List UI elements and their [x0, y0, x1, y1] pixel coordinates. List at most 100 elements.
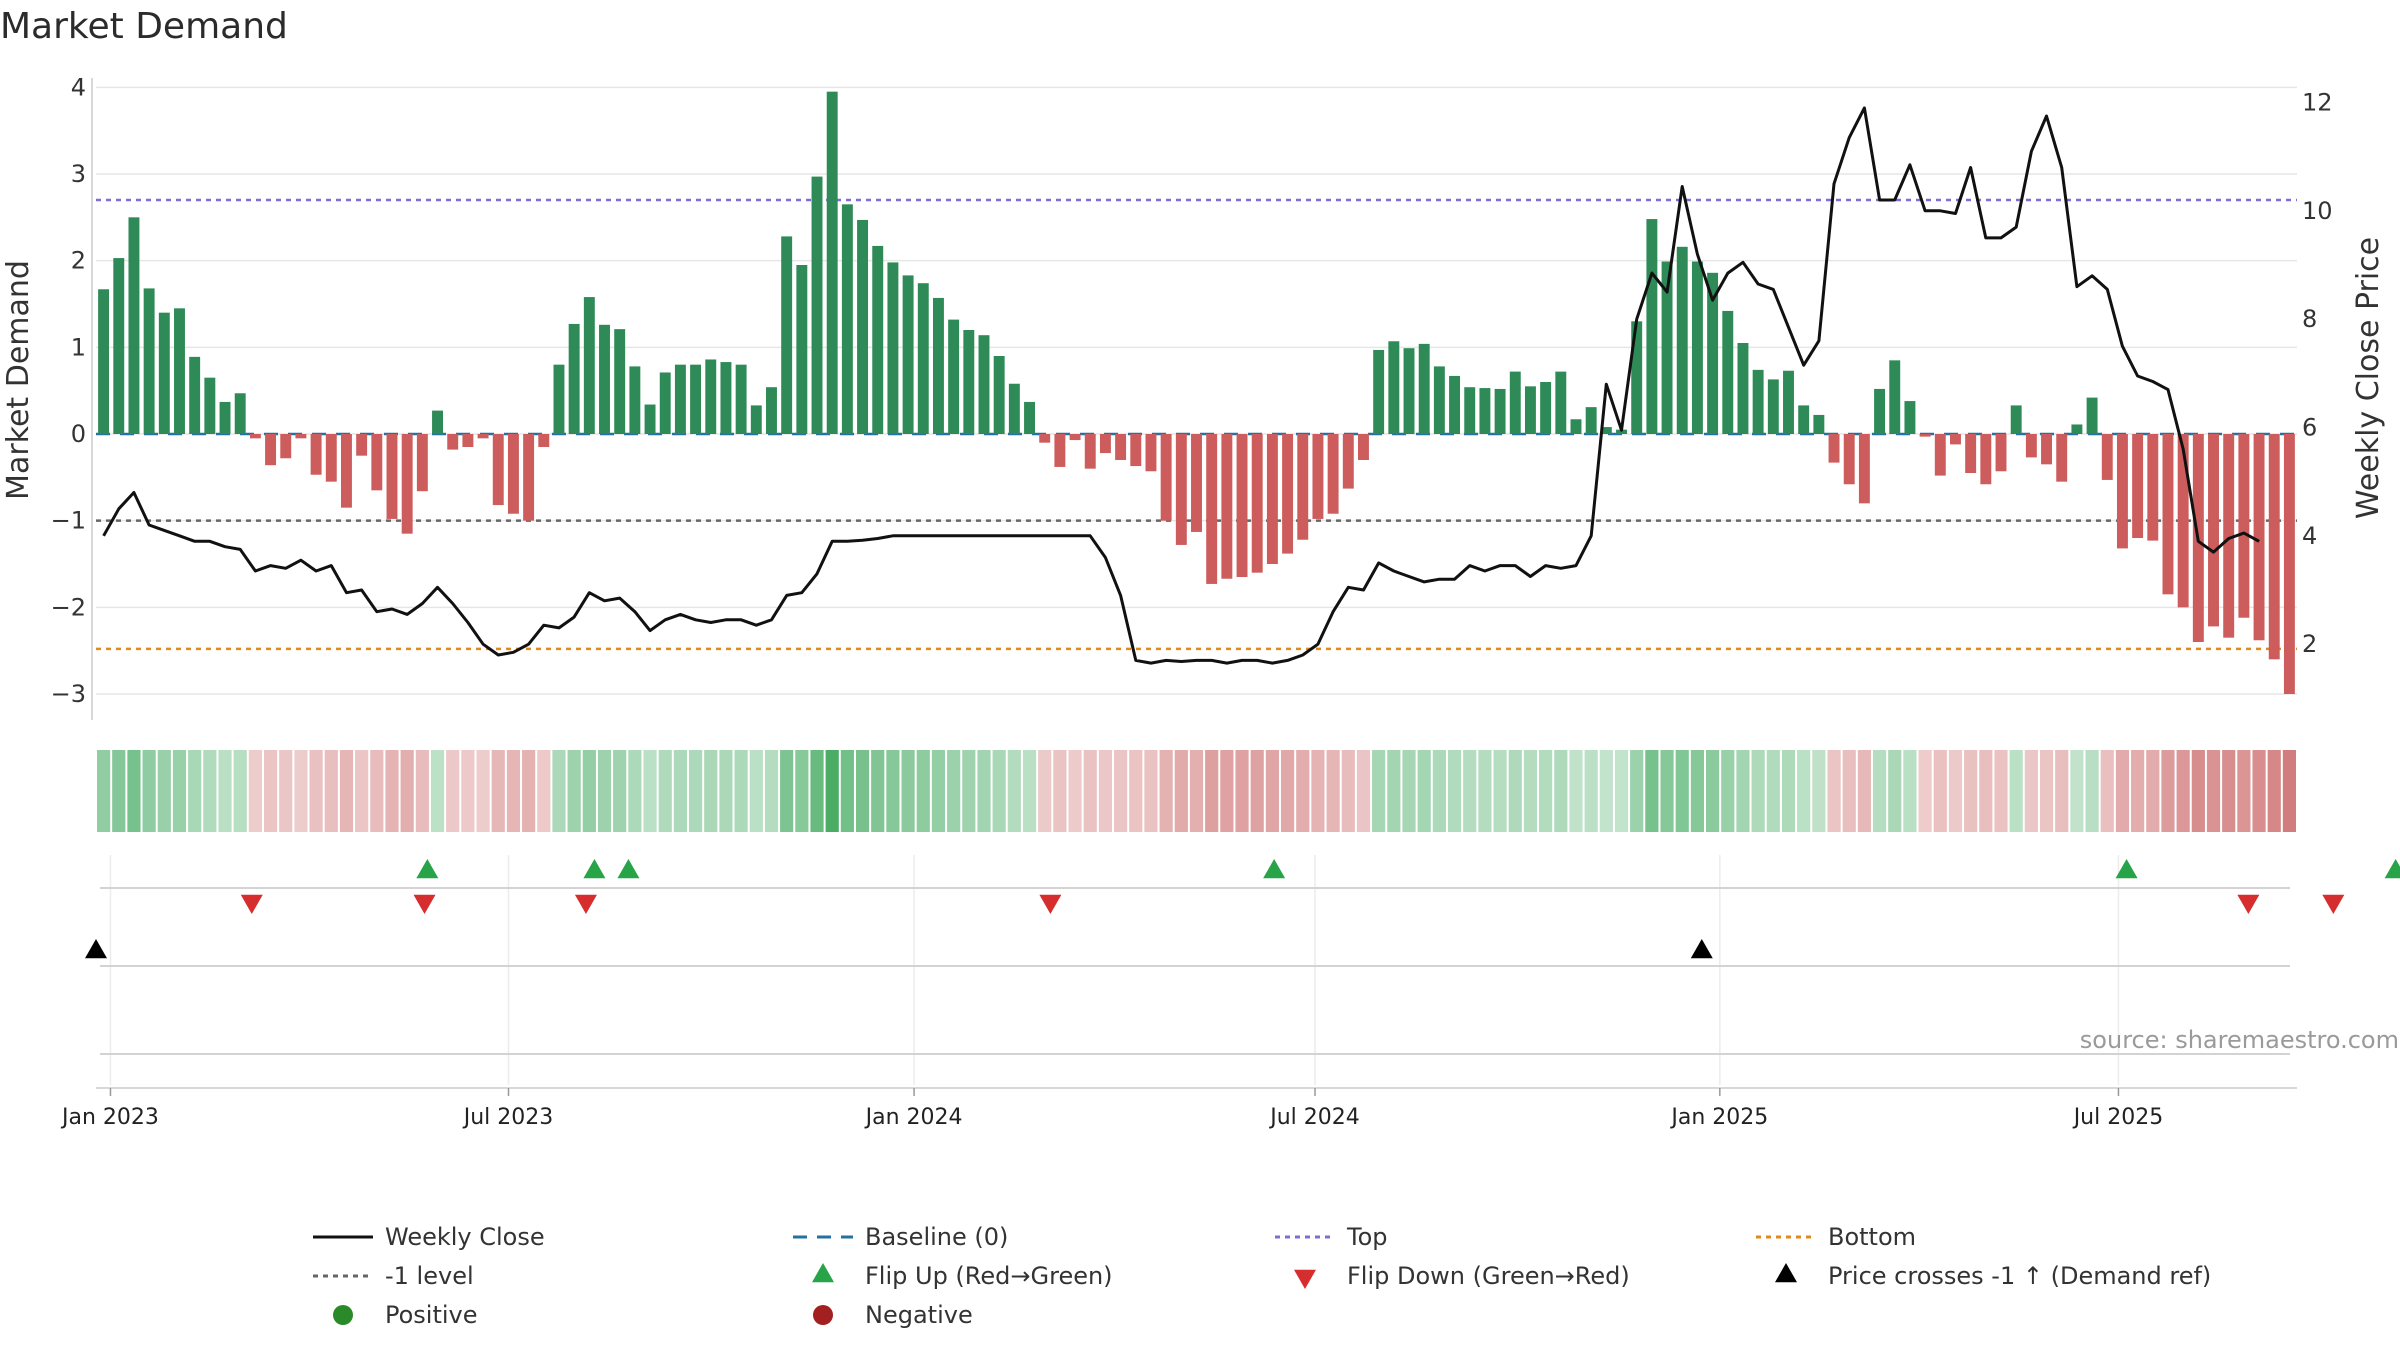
chart-title: Market Demand — [0, 6, 288, 47]
heatmap-cell — [1690, 750, 1705, 832]
heatmap-cell — [1508, 750, 1522, 832]
demand-bar — [1828, 434, 1840, 463]
demand-bar — [1661, 261, 1673, 434]
demand-bar — [280, 434, 292, 459]
heatmap-cell — [1584, 750, 1598, 832]
legend-label: Top — [1346, 1223, 1388, 1251]
left-tick-label: −1 — [51, 507, 86, 535]
heatmap-cell — [415, 750, 429, 832]
heatmap-cell — [2131, 750, 2145, 832]
demand-bar — [143, 288, 155, 434]
demand-bar — [553, 364, 565, 434]
flip-down-marker — [574, 894, 597, 914]
heatmap-cell — [1280, 750, 1295, 832]
demand-bar — [340, 434, 352, 508]
heatmap-cell — [1417, 750, 1431, 832]
demand-bar — [204, 377, 216, 434]
heatmap-cell — [1781, 750, 1796, 832]
demand-bar — [1646, 219, 1658, 434]
right-tick-label: 4 — [2302, 522, 2317, 550]
heatmap-cell — [2237, 750, 2251, 832]
price-cross-marker — [85, 939, 107, 959]
heatmap-cell — [1311, 750, 1325, 832]
heatmap-cell — [142, 750, 156, 832]
heatmap-cell — [1964, 750, 1978, 832]
heatmap-cell — [1614, 750, 1629, 832]
demand-bars — [98, 91, 2295, 694]
heatmap-cell — [430, 750, 445, 832]
demand-bar — [1600, 427, 1612, 434]
demand-bar — [265, 434, 277, 466]
demand-bar — [1297, 434, 1309, 540]
heatmap-cell — [1812, 750, 1826, 832]
heatmap-cell — [613, 750, 627, 832]
heatmap-cell — [1098, 750, 1113, 832]
right-tick-label: 12 — [2302, 89, 2333, 117]
heatmap-cell — [2070, 750, 2084, 832]
heatmap-cell — [279, 750, 293, 832]
demand-bar — [234, 393, 246, 434]
heatmap-cell — [1994, 750, 2008, 832]
heatmap-cell — [2115, 750, 2130, 832]
heatmap-cell — [461, 750, 475, 832]
demand-bar — [1767, 379, 1779, 434]
demand-bar — [2101, 434, 2113, 480]
heatmap-cell — [203, 750, 217, 832]
heatmap-cell — [2100, 750, 2114, 832]
heatmap-cell — [977, 750, 991, 832]
legend-swatch — [813, 1305, 833, 1325]
price-cross-marker — [1690, 939, 1713, 959]
demand-bar — [993, 356, 1005, 434]
date-tick-label: Jan 2024 — [864, 1105, 963, 1130]
demand-bar — [902, 275, 914, 434]
demand-bar — [401, 434, 413, 534]
heatmap-cell — [1189, 750, 1204, 832]
heatmap-cell — [1053, 750, 1067, 832]
demand-bar — [1358, 434, 1369, 460]
heatmap-cell — [1948, 750, 1963, 832]
heatmap-cell — [597, 750, 612, 832]
demand-bar — [1980, 434, 1992, 485]
flip-up-marker — [2115, 859, 2138, 879]
heatmap-cell — [1022, 750, 1037, 832]
legend-label: Weekly Close — [385, 1223, 545, 1251]
heatmap-cell — [157, 750, 171, 832]
demand-bar — [644, 404, 656, 434]
flip-down-marker — [413, 894, 436, 914]
heatmap-cell — [1129, 750, 1143, 832]
heatmap-cell — [218, 750, 232, 832]
demand-bar — [1843, 434, 1855, 485]
demand-bar — [1024, 401, 1035, 434]
demand-bar — [1373, 349, 1385, 434]
grid — [91, 78, 2297, 720]
heatmap-cell — [688, 750, 703, 832]
heatmap-cell — [871, 750, 885, 832]
demand-bar — [917, 283, 929, 434]
legend-label: Price crosses -1 ↑ (Demand ref) — [1828, 1262, 2211, 1290]
heatmap-cell — [1265, 750, 1279, 832]
flip-down-marker — [1039, 894, 1062, 914]
heatmap-cell — [97, 750, 111, 832]
demand-bar — [1433, 366, 1445, 434]
heatmap-cell — [2161, 750, 2175, 832]
heatmap-cell — [324, 750, 338, 832]
flip-down-marker — [2322, 894, 2345, 914]
heatmap-cell — [886, 750, 900, 832]
date-tick-label: Jan 2025 — [1669, 1105, 1768, 1130]
heatmap-cell — [1220, 750, 1234, 832]
signal-panels: Jan 2023 Jul 2023 Jan 2024 Jul 2024 Jan 2025… — [60, 855, 2400, 1130]
heatmap-cell — [1842, 750, 1856, 832]
heatmap-cell — [1523, 750, 1538, 832]
legend-swatch — [333, 1305, 353, 1325]
demand-bar — [1752, 369, 1764, 434]
demand-bar — [1388, 341, 1400, 434]
demand-bar — [1236, 434, 1248, 577]
heatmap-cell — [916, 750, 930, 832]
demand-bar — [447, 434, 459, 450]
demand-bar — [249, 434, 261, 439]
heatmap-cell — [2267, 750, 2281, 832]
heatmap-cell — [749, 750, 763, 832]
demand-bar — [2147, 434, 2159, 541]
demand-bar — [796, 265, 808, 434]
